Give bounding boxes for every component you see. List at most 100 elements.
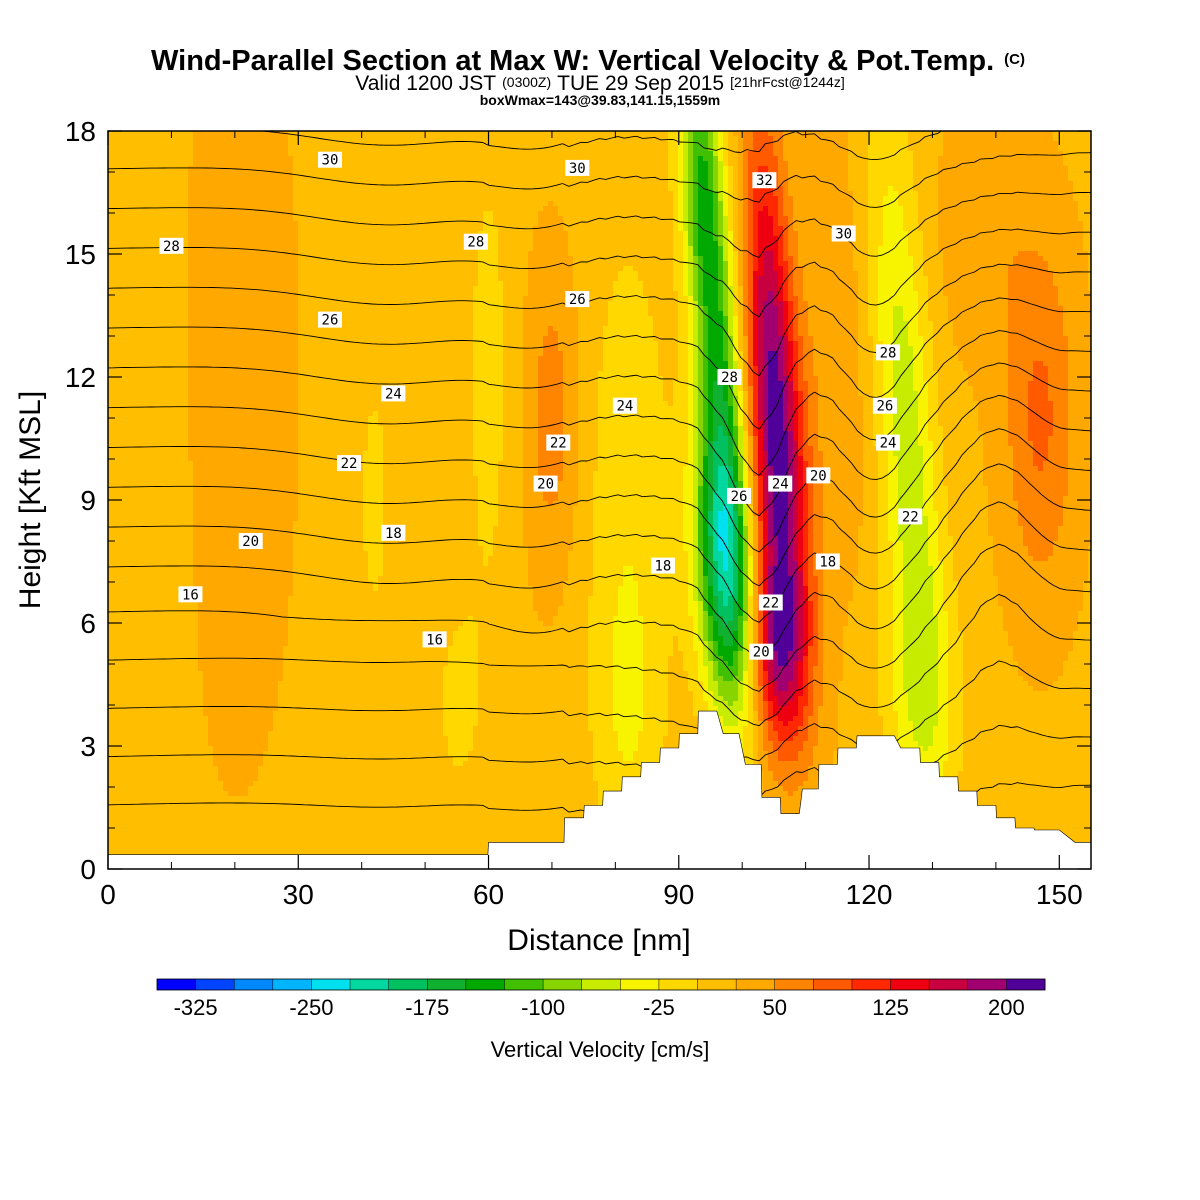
velocity-cell xyxy=(163,771,169,777)
velocity-cell xyxy=(133,471,139,477)
velocity-cell xyxy=(183,636,189,642)
velocity-cell xyxy=(178,781,184,787)
velocity-cell xyxy=(153,756,159,762)
velocity-cell xyxy=(133,351,139,357)
velocity-cell xyxy=(128,216,134,222)
velocity-cell xyxy=(208,181,214,187)
velocity-cell xyxy=(163,601,169,607)
velocity-cell xyxy=(218,251,224,257)
velocity-cell xyxy=(253,421,259,427)
velocity-cell xyxy=(248,726,254,732)
velocity-cell xyxy=(203,326,209,332)
velocity-cell xyxy=(193,846,199,852)
velocity-cell xyxy=(223,601,229,607)
velocity-cell xyxy=(223,181,229,187)
velocity-cell xyxy=(138,626,144,632)
velocity-cell xyxy=(248,341,254,347)
velocity-cell xyxy=(188,341,194,347)
velocity-cell xyxy=(138,376,144,382)
velocity-cell xyxy=(128,826,134,832)
velocity-cell xyxy=(248,491,254,497)
velocity-cell xyxy=(173,161,179,167)
velocity-cell xyxy=(148,226,154,232)
velocity-cell xyxy=(233,231,239,237)
velocity-cell xyxy=(218,441,224,447)
velocity-cell xyxy=(258,696,264,702)
velocity-cell xyxy=(108,496,114,502)
velocity-cell xyxy=(108,556,114,562)
velocity-cell xyxy=(113,266,119,272)
velocity-cell xyxy=(238,761,244,767)
velocity-cell xyxy=(233,796,239,802)
velocity-cell xyxy=(168,531,174,537)
velocity-cell xyxy=(108,716,114,722)
velocity-cell xyxy=(128,726,134,732)
velocity-cell xyxy=(163,191,169,197)
velocity-cell xyxy=(223,746,229,752)
velocity-cell xyxy=(143,706,149,712)
velocity-cell xyxy=(208,381,214,387)
velocity-cell xyxy=(183,351,189,357)
velocity-cell xyxy=(263,176,269,182)
velocity-cell xyxy=(233,266,239,272)
velocity-cell xyxy=(223,211,229,217)
velocity-cell xyxy=(133,606,139,612)
velocity-cell xyxy=(163,411,169,417)
velocity-cell xyxy=(208,151,214,157)
velocity-cell xyxy=(178,386,184,392)
velocity-cell xyxy=(108,256,114,262)
velocity-cell xyxy=(223,436,229,442)
velocity-cell xyxy=(148,481,154,487)
velocity-cell xyxy=(178,406,184,412)
velocity-cell xyxy=(243,196,249,202)
velocity-cell xyxy=(193,411,199,417)
velocity-cell xyxy=(173,671,179,677)
velocity-cell xyxy=(268,171,274,177)
velocity-cell xyxy=(198,521,204,527)
velocity-cell xyxy=(138,451,144,457)
velocity-cell xyxy=(138,691,144,697)
velocity-cell xyxy=(213,186,219,192)
velocity-cell xyxy=(108,671,114,677)
velocity-cell xyxy=(223,471,229,477)
velocity-cell xyxy=(133,246,139,252)
velocity-cell xyxy=(253,376,259,382)
velocity-cell xyxy=(248,766,254,772)
velocity-cell xyxy=(158,616,164,622)
velocity-cell xyxy=(263,326,269,332)
velocity-cell xyxy=(188,671,194,677)
velocity-cell xyxy=(223,281,229,287)
velocity-cell xyxy=(273,386,279,392)
velocity-cell xyxy=(158,496,164,502)
velocity-cell xyxy=(158,641,164,647)
velocity-cell xyxy=(163,141,169,147)
velocity-cell xyxy=(253,511,259,517)
velocity-cell xyxy=(233,171,239,177)
velocity-cell xyxy=(108,706,114,712)
velocity-cell xyxy=(238,291,244,297)
velocity-cell xyxy=(153,696,159,702)
velocity-cell xyxy=(213,671,219,677)
velocity-cell xyxy=(108,451,114,457)
velocity-cell xyxy=(268,811,274,817)
velocity-cell xyxy=(153,361,159,367)
velocity-cell xyxy=(123,226,129,232)
velocity-cell xyxy=(213,236,219,242)
velocity-cell xyxy=(213,451,219,457)
velocity-cell xyxy=(123,386,129,392)
velocity-cell xyxy=(143,516,149,522)
velocity-cell xyxy=(128,541,134,547)
velocity-cell xyxy=(128,331,134,337)
velocity-cell xyxy=(138,721,144,727)
velocity-cell xyxy=(128,231,134,237)
velocity-cell xyxy=(138,611,144,617)
velocity-cell xyxy=(128,626,134,632)
velocity-cell xyxy=(168,471,174,477)
velocity-cell xyxy=(143,651,149,657)
velocity-cell xyxy=(198,626,204,632)
velocity-cell xyxy=(183,271,189,277)
velocity-cell xyxy=(263,731,269,737)
velocity-cell xyxy=(123,336,129,342)
velocity-cell xyxy=(163,456,169,462)
velocity-cell xyxy=(128,721,134,727)
